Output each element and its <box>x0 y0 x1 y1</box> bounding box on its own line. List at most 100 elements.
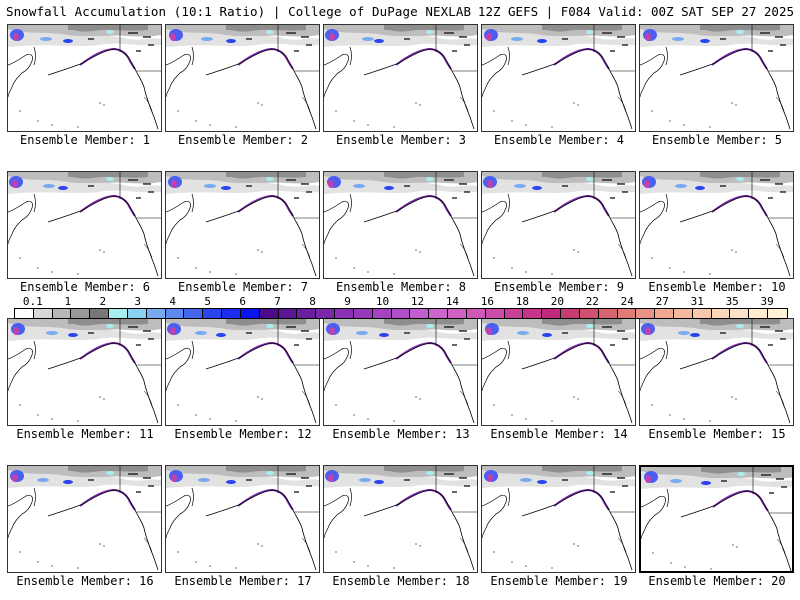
coastline-baja <box>143 390 153 406</box>
coastline-asia <box>8 53 33 98</box>
colorbar-tick-label: 39 <box>760 295 774 308</box>
ensemble-member-label: Ensemble Member: 13 <box>332 427 470 441</box>
ensemble-member-panel[interactable] <box>639 171 794 279</box>
island-dot <box>103 104 105 106</box>
coastline-kamchatka <box>507 487 510 507</box>
ensemble-member-panel[interactable] <box>165 465 320 573</box>
colorbar-tick-label: 10 <box>375 295 390 308</box>
snow-band-dark <box>68 319 148 326</box>
ensemble-member-panel[interactable] <box>7 465 162 573</box>
coastline-asia <box>324 200 349 245</box>
model-run-info: 12Z GEFS | F084 Valid: 00Z SAT SEP 27 20… <box>477 4 794 19</box>
island-dot <box>353 120 355 122</box>
island-dot <box>261 251 263 253</box>
ensemble-member-panel[interactable] <box>165 171 320 279</box>
colorbar-swatch <box>655 309 674 318</box>
island-dot <box>19 110 21 112</box>
ensemble-member-panel[interactable] <box>323 318 478 426</box>
island-dot <box>709 273 711 275</box>
snowfall-map <box>8 466 161 571</box>
ensemble-member-panel[interactable] <box>7 171 162 279</box>
coastline-north-america <box>47 195 159 277</box>
colorbar-swatch <box>579 309 599 318</box>
island-dot <box>573 396 575 398</box>
ensemble-member-label: Ensemble Member: 15 <box>648 427 786 441</box>
coastline-baja <box>143 537 153 553</box>
island-dot <box>393 420 395 422</box>
island-dot <box>353 414 355 416</box>
coastline-asia <box>166 494 191 539</box>
island-dot <box>195 561 197 563</box>
ensemble-member-panel[interactable] <box>165 24 320 132</box>
ensemble-member-panel[interactable] <box>7 318 162 426</box>
colorbar-swatch <box>391 309 411 318</box>
ensemble-member-panel[interactable] <box>7 24 162 132</box>
snow-lightblue-patch <box>37 478 49 482</box>
colorbar-swatch <box>90 309 110 318</box>
coastline-north-america <box>679 195 791 277</box>
ensemble-member-panel[interactable] <box>639 318 794 426</box>
colorbar-swatch <box>222 309 241 318</box>
colorbar-tick-label: 3 <box>134 295 142 308</box>
snow-band-trace <box>166 323 319 341</box>
snow-cyan-patch <box>266 30 274 34</box>
ensemble-member-panel[interactable] <box>165 318 320 426</box>
island-dot <box>195 414 197 416</box>
coastline-asia <box>324 494 349 539</box>
island-dot <box>195 120 197 122</box>
snow-cyan-patch <box>736 177 744 181</box>
snow-band-dark <box>226 25 306 32</box>
snowfall-map <box>640 319 793 424</box>
page-title: Snowfall Accumulation (10:1 Ratio) | Col… <box>6 4 472 19</box>
ensemble-member-panel[interactable] <box>639 465 794 573</box>
ensemble-member-panel[interactable] <box>323 171 478 279</box>
snow-blue-streak <box>532 186 542 190</box>
coastline-north-america <box>363 195 475 277</box>
snowfall-map <box>324 172 477 277</box>
island-dot <box>335 257 337 259</box>
colorbar-tick-label: 12 <box>410 295 425 308</box>
colorbar <box>14 308 788 319</box>
snow-lightblue-patch <box>678 331 690 335</box>
snow-cyan-patch <box>426 30 434 34</box>
island-dot <box>415 543 417 545</box>
colorbar-swatch <box>673 309 693 318</box>
ensemble-member-panel[interactable] <box>639 24 794 132</box>
island-dot <box>37 267 39 269</box>
island-dot <box>257 102 259 104</box>
ensemble-member-panel[interactable] <box>481 318 636 426</box>
ensemble-member-panel[interactable] <box>481 24 636 132</box>
coastline-kamchatka <box>665 340 668 360</box>
snow-blue-streak <box>537 39 547 43</box>
snow-band-trace <box>8 29 161 47</box>
ensemble-member-panel[interactable] <box>481 465 636 573</box>
snow-lightblue-patch <box>517 331 529 335</box>
coast-snow-fringe <box>237 47 294 70</box>
colorbar-swatch <box>410 309 430 318</box>
island-dot <box>99 102 101 104</box>
island-dot <box>335 404 337 406</box>
colorbar-swatch <box>15 309 34 318</box>
ensemble-member-panel[interactable] <box>323 465 478 573</box>
colorbar-swatch <box>542 309 562 318</box>
ensemble-member-panel[interactable] <box>481 171 636 279</box>
coast-snow-fringe <box>395 488 452 511</box>
island-dot <box>77 567 79 569</box>
island-dot <box>735 398 737 400</box>
snow-magenta-patch <box>645 327 651 335</box>
snow-blue-streak <box>690 333 700 337</box>
snow-band-dark <box>700 172 780 179</box>
colorbar-swatch <box>448 309 467 318</box>
coastline-kamchatka <box>665 46 668 66</box>
snow-band-trace <box>482 29 635 47</box>
snow-blue-streak <box>374 39 384 43</box>
ensemble-member-label: Ensemble Member: 16 <box>16 574 154 588</box>
snow-lightblue-patch <box>195 331 207 335</box>
snow-blue-streak <box>226 480 236 484</box>
island-dot <box>493 110 495 112</box>
snow-blue-streak <box>221 186 231 190</box>
snow-band-trace <box>324 470 477 488</box>
ensemble-member-panel[interactable] <box>323 24 478 132</box>
ensemble-member-label: Ensemble Member: 12 <box>174 427 312 441</box>
colorbar-swatch <box>165 309 185 318</box>
